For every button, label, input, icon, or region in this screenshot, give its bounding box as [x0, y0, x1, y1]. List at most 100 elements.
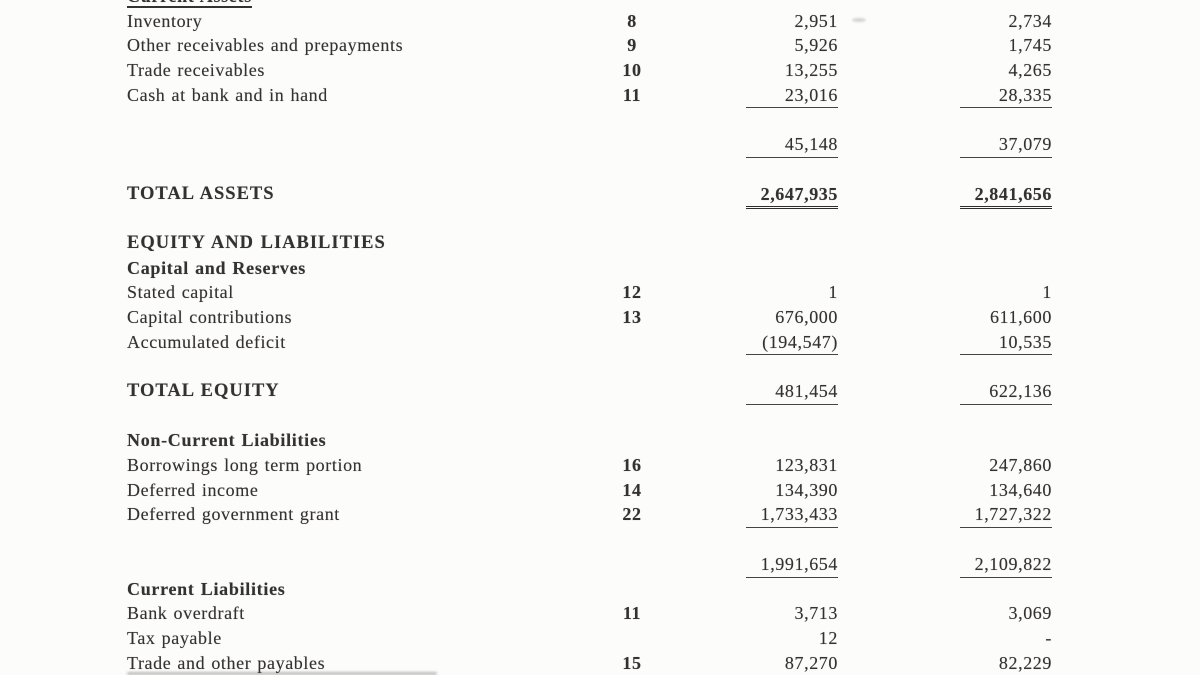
row-value-current-year: 3,713	[794, 603, 838, 624]
row-value-prior-year: 1,745	[1008, 35, 1052, 56]
row-value-current-year: 134,390	[775, 479, 838, 500]
table-row: Trade receivables 10 13,255 4,265	[0, 58, 1200, 83]
row-label: Stated capital	[127, 282, 234, 303]
row-label: EQUITY AND LIABILITIES	[127, 232, 386, 253]
table-row: Current Assets	[0, 0, 1200, 9]
row-value-prior-year: 4,265	[1008, 60, 1052, 81]
row-value-prior-year: 2,841,656	[960, 182, 1052, 210]
table-row: Other receivables and prepayments 9 5,92…	[0, 33, 1200, 58]
table-row: Inventory 8 2,951 2,734	[0, 9, 1200, 34]
row-note-number: 9	[627, 35, 637, 56]
row-label	[0, 552, 607, 577]
row-value-prior-year: 3,069	[1008, 603, 1052, 624]
table-row: Current Liabilities	[0, 577, 1200, 602]
row-value-current-year: 87,270	[784, 652, 838, 673]
row-value-prior-year: 82,229	[998, 652, 1052, 673]
row-label: Borrowings long term portion	[127, 455, 363, 476]
row-note-number: 14	[622, 479, 642, 500]
row-value-prior-year: 622,136	[960, 379, 1052, 405]
row-label: TOTAL ASSETS	[127, 183, 275, 204]
row-value-current-year: 676,000	[775, 306, 838, 327]
row-value-prior-year: 1,727,322	[960, 502, 1052, 529]
table-row: Bank overdraft 11 3,713 3,069	[0, 601, 1200, 626]
row-label: Capital and Reserves	[127, 257, 306, 278]
row-value-current-year: 12	[818, 627, 838, 648]
row-value-current-year: 481,454	[746, 379, 838, 405]
row-value-prior-year: 2,109,822	[960, 552, 1052, 578]
row-note-number: 16	[622, 455, 642, 476]
row-note-number	[607, 552, 657, 577]
row-gap	[0, 404, 1200, 429]
row-value-prior-year: 10,535	[960, 330, 1052, 356]
row-label: Other receivables and prepayments	[127, 35, 404, 56]
row-value-current-year: 123,831	[775, 455, 838, 476]
row-label: Bank overdraft	[127, 603, 245, 624]
row-note-number	[607, 379, 657, 404]
table-row: TOTAL EQUITY 481,454 622,136	[0, 379, 1200, 405]
table-row: Non-Current Liabilities	[0, 428, 1200, 453]
row-note-number	[607, 256, 657, 281]
table-row: Tax payable 12 -	[0, 626, 1200, 651]
row-value-current-year: 1,733,433	[746, 502, 838, 529]
row-note-number: 13	[622, 306, 642, 327]
row-value-prior-year: 2,734	[1008, 10, 1052, 31]
row-value-current-year: 2,951	[794, 10, 838, 31]
row-value-prior-year: 134,640	[989, 479, 1052, 500]
table-row: Stated capital 12 1 1	[0, 280, 1200, 305]
next-row-cutoff-artifact	[127, 672, 437, 675]
table-row: Cash at bank and in hand 11 23,016 28,33…	[0, 83, 1200, 109]
row-note-number: 10	[622, 60, 642, 81]
row-gap	[0, 107, 1200, 132]
row-value-current-year: 45,148	[746, 132, 838, 158]
table-row: Capital and Reserves	[0, 256, 1200, 281]
row-label	[0, 132, 607, 157]
row-label: Current Assets	[0, 0, 607, 9]
row-label: Deferred income	[127, 479, 259, 500]
table-row: Deferred income 14 134,390 134,640	[0, 478, 1200, 503]
row-gap	[0, 354, 1200, 379]
table-row: Capital contributions 13 676,000 611,600	[0, 305, 1200, 330]
row-note-number: 11	[622, 603, 642, 624]
table-row: 45,148 37,079	[0, 132, 1200, 158]
row-gap	[0, 206, 1200, 231]
row-gap	[0, 157, 1200, 182]
row-note-number	[607, 231, 657, 256]
table-row: 1,991,654 2,109,822	[0, 552, 1200, 578]
table-row: Accumulated deficit (194,547) 10,535	[0, 330, 1200, 356]
table-row: EQUITY AND LIABILITIES	[0, 231, 1200, 256]
row-note-number: 12	[622, 282, 642, 303]
row-value-prior-year: 28,335	[960, 83, 1052, 109]
row-note-number: 11	[622, 84, 642, 105]
row-note-number: 8	[627, 10, 637, 31]
row-value-prior-year: 1	[1042, 282, 1052, 303]
row-value-current-year: 2,647,935	[746, 182, 838, 210]
row-note-number	[607, 330, 657, 355]
row-label: Inventory	[127, 10, 203, 31]
row-label: Accumulated deficit	[127, 331, 286, 352]
table-row: Deferred government grant 22 1,733,433 1…	[0, 502, 1200, 529]
row-label: Capital contributions	[127, 306, 293, 327]
table-row: TOTAL ASSETS 2,647,935 2,841,656	[0, 182, 1200, 210]
row-label: Trade receivables	[127, 60, 265, 81]
row-label: Non-Current Liabilities	[127, 430, 327, 451]
row-note-number	[607, 577, 657, 602]
row-value-current-year: 5,926	[794, 35, 838, 56]
row-note-number	[607, 182, 657, 207]
row-note-number: 22	[622, 504, 642, 525]
row-gap	[0, 527, 1200, 552]
row-note-number	[607, 626, 657, 651]
row-label: TOTAL EQUITY	[127, 381, 280, 401]
row-label: Tax payable	[127, 627, 222, 648]
row-note-number	[607, 428, 657, 453]
row-label: Current Liabilities	[127, 578, 286, 599]
row-value-prior-year: 611,600	[989, 306, 1052, 327]
row-value-current-year: 1,991,654	[746, 552, 838, 578]
table-row: Borrowings long term portion 16 123,831 …	[0, 453, 1200, 478]
row-label: Cash at bank and in hand	[127, 84, 328, 105]
row-value-prior-year: 247,860	[989, 455, 1052, 476]
row-value-prior-year: -	[1045, 627, 1052, 648]
row-note-number	[607, 132, 657, 157]
table-row: Trade and other payables 15 87,270 82,22…	[0, 651, 1200, 675]
